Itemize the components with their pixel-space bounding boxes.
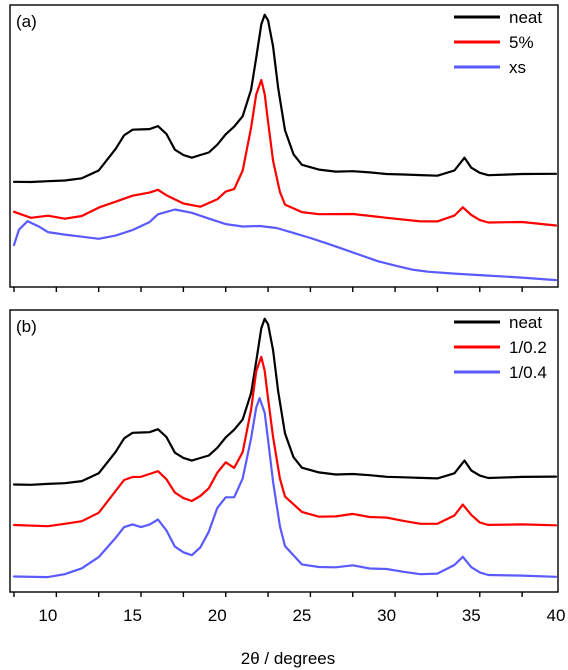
panel-label: (a)	[16, 12, 37, 31]
series-line-1-0-2	[14, 357, 556, 526]
series-line-neat	[14, 15, 556, 182]
x-tick-label: 25	[292, 606, 311, 625]
legend-label: neat	[509, 8, 542, 27]
x-axis-title: 2θ / degrees	[241, 649, 336, 668]
plot-frame	[10, 5, 558, 287]
legend-label: 5%	[509, 33, 534, 52]
legend-label: 1/0.2	[509, 338, 547, 357]
x-tick-label: 20	[208, 606, 227, 625]
series-line-1-0-4	[14, 398, 556, 577]
x-tick-label: 30	[377, 606, 396, 625]
series-line-5-	[14, 80, 556, 226]
x-tick-label: 15	[123, 606, 142, 625]
legend-label: neat	[509, 313, 542, 332]
legend-label: 1/0.4	[509, 363, 547, 382]
panel-b: (b) 10 15 20 25 30 35 40 neat 1/0.2 1/0.4	[10, 310, 565, 625]
x-tick-label: 40	[547, 606, 566, 625]
x-tick-label: 10	[38, 606, 57, 625]
panel-label: (b)	[16, 317, 37, 336]
panel-a: (a) neat 5% xs	[10, 5, 558, 292]
legend-label: xs	[509, 58, 526, 77]
x-tick-label: 35	[462, 606, 481, 625]
series-line-neat	[14, 319, 556, 485]
series-line-xs	[14, 210, 556, 281]
plot-frame	[10, 310, 558, 592]
